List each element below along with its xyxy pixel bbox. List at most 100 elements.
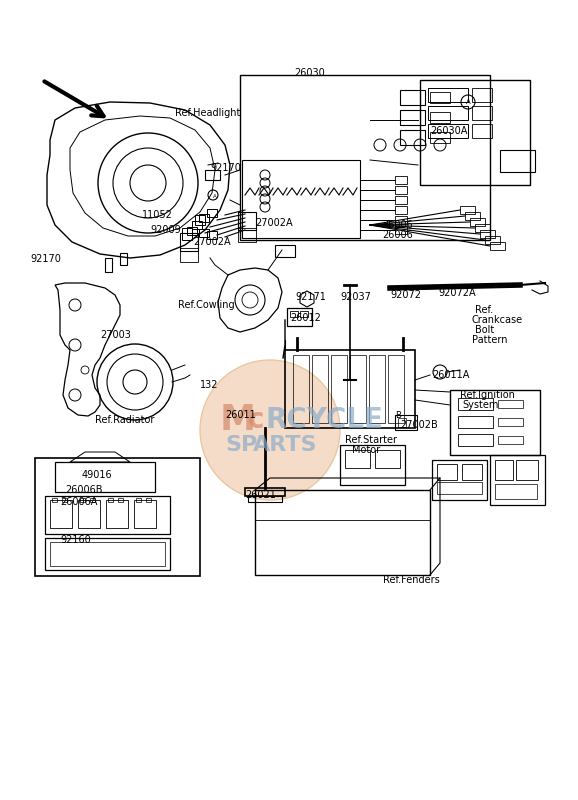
Bar — [498, 400, 523, 408]
Bar — [470, 218, 485, 226]
Text: Ref.Fenders: Ref.Fenders — [383, 575, 440, 585]
Bar — [62, 498, 67, 502]
Bar — [248, 496, 282, 502]
Bar — [400, 90, 425, 105]
Bar — [388, 355, 404, 423]
Bar — [462, 464, 482, 480]
Text: SP: SP — [225, 435, 257, 455]
Text: A: A — [213, 194, 217, 198]
Bar — [199, 214, 209, 222]
Circle shape — [200, 360, 340, 500]
Bar — [205, 170, 220, 180]
Bar — [192, 221, 202, 229]
Bar — [118, 498, 123, 502]
Bar — [134, 500, 156, 528]
Text: Crankcase: Crankcase — [472, 315, 523, 325]
Bar — [430, 92, 450, 103]
Bar — [495, 460, 513, 480]
Bar — [500, 150, 535, 172]
Bar — [428, 124, 468, 138]
Bar — [475, 224, 490, 232]
Text: 92171: 92171 — [295, 292, 326, 302]
Text: c: c — [248, 406, 265, 434]
Text: 92009: 92009 — [150, 225, 181, 235]
Bar — [369, 355, 385, 423]
Text: Ref.: Ref. — [475, 305, 493, 315]
Text: 27002A: 27002A — [255, 218, 292, 228]
Bar — [437, 464, 457, 480]
Text: 26012: 26012 — [290, 313, 321, 323]
Text: M: M — [220, 403, 256, 437]
Bar — [80, 498, 85, 502]
Bar — [245, 488, 285, 496]
Text: RCYCLE: RCYCLE — [265, 406, 383, 434]
Text: 92072: 92072 — [390, 290, 421, 300]
Text: A: A — [466, 99, 470, 105]
Bar — [395, 226, 407, 234]
Text: 26011: 26011 — [225, 410, 255, 420]
Bar — [375, 450, 400, 468]
Bar — [290, 311, 298, 317]
Bar — [458, 434, 493, 446]
Bar — [108, 498, 113, 502]
Bar — [480, 230, 495, 238]
Bar — [400, 130, 425, 145]
Text: 92170: 92170 — [210, 163, 241, 173]
Bar — [300, 311, 308, 317]
Text: 26006B: 26006B — [65, 485, 102, 495]
Bar — [432, 460, 487, 500]
Text: 26011A: 26011A — [432, 370, 469, 380]
Bar — [293, 355, 309, 423]
Bar — [495, 484, 537, 499]
Text: 26030A: 26030A — [430, 126, 468, 136]
Bar — [420, 80, 530, 185]
Bar — [437, 482, 482, 494]
Text: Ref.Radiator: Ref.Radiator — [95, 415, 154, 425]
Bar — [287, 308, 312, 326]
Bar — [400, 110, 425, 125]
Text: B: B — [395, 411, 401, 420]
Text: 27003: 27003 — [100, 330, 131, 340]
Text: 27002B: 27002B — [400, 420, 438, 430]
Bar — [345, 450, 370, 468]
Bar — [180, 233, 198, 251]
Bar — [395, 415, 417, 430]
Text: Ref.Starter: Ref.Starter — [345, 435, 397, 445]
Bar — [52, 498, 57, 502]
Text: System: System — [462, 400, 498, 410]
Bar — [199, 229, 209, 237]
Bar — [45, 496, 170, 534]
Bar — [136, 498, 141, 502]
Bar — [516, 460, 538, 480]
Bar — [180, 248, 198, 262]
Bar — [106, 500, 128, 528]
Text: Ref.Ignition: Ref.Ignition — [460, 390, 515, 400]
Text: Ref.Headlight: Ref.Headlight — [175, 108, 240, 118]
Bar — [331, 355, 347, 423]
Bar — [490, 242, 505, 250]
Bar — [472, 124, 492, 138]
Bar — [45, 538, 170, 570]
Text: 26021: 26021 — [245, 490, 276, 500]
Bar — [430, 112, 450, 123]
Text: 92170: 92170 — [30, 254, 61, 264]
Bar — [472, 88, 492, 102]
Text: 27002A: 27002A — [193, 237, 231, 247]
Bar — [55, 462, 155, 492]
Bar — [395, 186, 407, 194]
Bar — [350, 355, 366, 423]
Text: 11052: 11052 — [142, 210, 173, 220]
Bar — [78, 500, 100, 528]
Bar — [395, 206, 407, 214]
Bar — [430, 132, 450, 143]
Bar — [450, 390, 540, 455]
Bar — [50, 500, 72, 528]
Bar — [398, 418, 406, 427]
Text: 26006A: 26006A — [60, 497, 97, 507]
Bar — [465, 212, 480, 220]
Bar — [312, 355, 328, 423]
Text: Motor: Motor — [352, 445, 380, 455]
Text: 26030: 26030 — [294, 68, 325, 78]
Text: 26006: 26006 — [382, 230, 413, 240]
Bar — [395, 176, 407, 184]
